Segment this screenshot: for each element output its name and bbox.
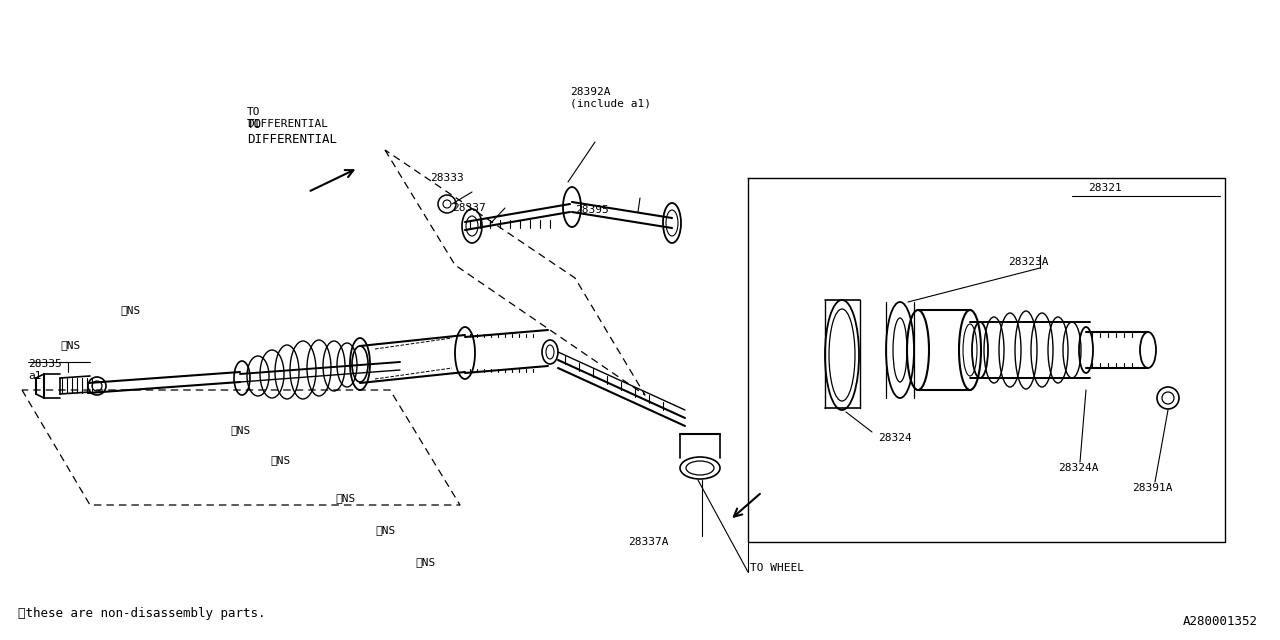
Text: A280001352: A280001352	[1183, 615, 1258, 628]
Text: 28321: 28321	[1088, 183, 1121, 193]
Text: 28395: 28395	[575, 205, 609, 215]
Text: ※NS: ※NS	[270, 455, 291, 465]
Text: TO
DIFFERENTIAL: TO DIFFERENTIAL	[247, 118, 337, 146]
Text: ※NS: ※NS	[120, 305, 141, 315]
Text: TO
DIFFERENTIAL: TO DIFFERENTIAL	[247, 108, 328, 129]
Text: ※NS: ※NS	[335, 493, 356, 503]
Text: ※NS: ※NS	[415, 557, 435, 567]
Text: 28337: 28337	[452, 203, 485, 213]
Text: 28324: 28324	[878, 433, 911, 443]
Text: ※NS: ※NS	[375, 525, 396, 535]
Text: 28333: 28333	[430, 173, 463, 183]
Text: 28324A: 28324A	[1059, 463, 1098, 473]
Text: 28391A: 28391A	[1132, 483, 1172, 493]
Text: 28323A: 28323A	[1009, 257, 1048, 267]
Text: 28337A: 28337A	[628, 537, 668, 547]
Text: ※NS: ※NS	[60, 340, 81, 350]
Text: TO WHEEL: TO WHEEL	[750, 563, 804, 573]
Text: ※these are non-disassembly parts.: ※these are non-disassembly parts.	[18, 607, 265, 620]
Text: ※NS: ※NS	[230, 425, 251, 435]
Text: 28392A
(include a1): 28392A (include a1)	[570, 87, 652, 109]
Text: 28335
a1: 28335 a1	[28, 359, 61, 381]
